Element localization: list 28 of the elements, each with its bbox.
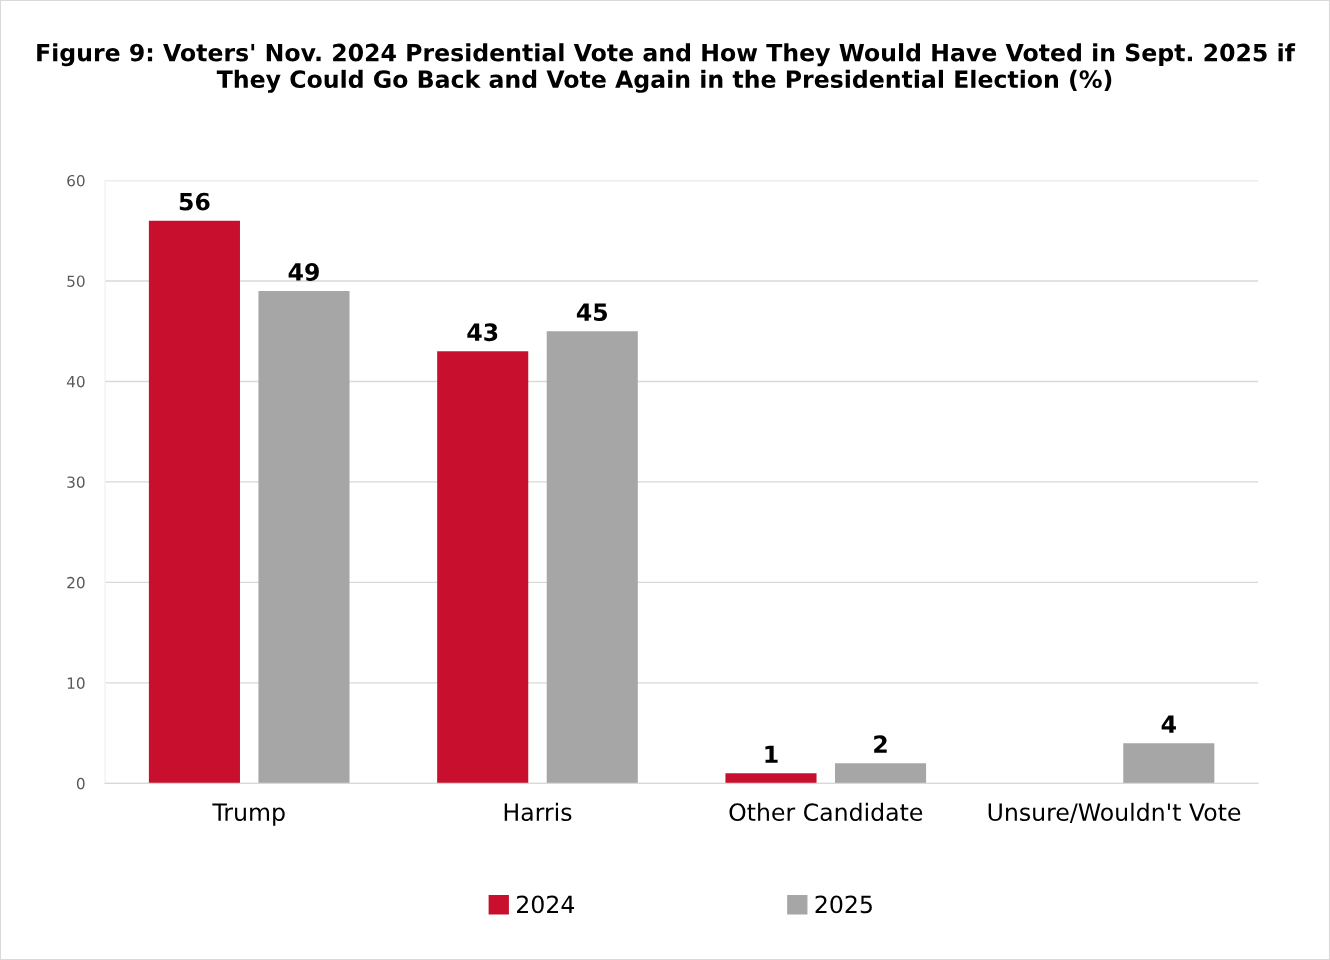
data-label: 49 [288,263,319,281]
data-label: 43 [467,323,498,342]
legend-label: 2025 [815,895,872,914]
data-label: 45 [576,303,608,322]
y-tick-label: 60 [67,174,85,187]
bar [546,331,638,784]
bar [834,763,927,784]
y-tick-label: 30 [67,476,85,488]
chart-title: Figure 9: Voters' Nov. 2024 Presidential Vote and How They Would Have Voted in Sept. 2025 if They Could Go Back and Vote Again in the Presidential Election (%) [37,43,1296,93]
bar [258,291,350,784]
y-tick-label: 50 [67,275,85,287]
data-label: 1 [765,745,778,763]
data-label: 56 [179,192,210,211]
data-label: 4 [1161,715,1176,733]
x-tick-label: Trump [212,803,285,826]
bar [725,773,817,784]
bar [1123,743,1215,784]
legend-label: 2024 [517,895,575,914]
bar [437,351,529,784]
data-label: 2 [874,735,887,753]
y-tick-label: 40 [66,375,85,388]
x-tick-label: Unsure/Wouldn't Vote [988,802,1241,823]
bar [148,220,240,784]
x-tick-label: Other Candidate [729,802,923,822]
x-tick-label: Harris [504,802,572,822]
y-tick-label: 10 [67,677,85,689]
y-tick-label: 0 [76,777,85,790]
y-tick-label: 20 [67,576,85,589]
